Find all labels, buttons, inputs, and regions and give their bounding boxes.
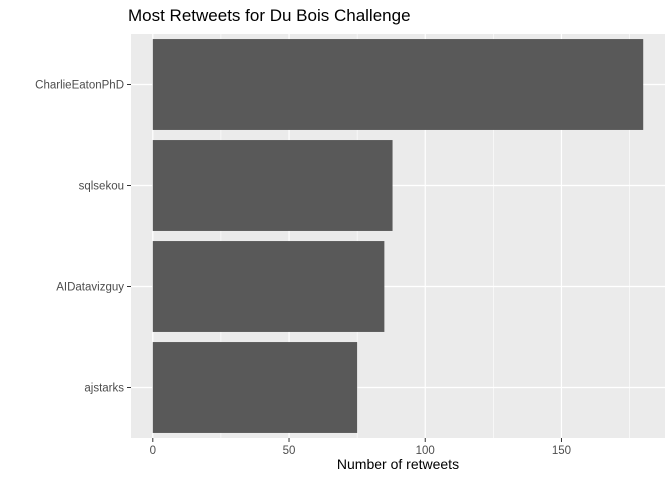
bars — [152, 39, 644, 433]
bar-AIDatavizguy — [152, 241, 385, 332]
x-axis-label: Number of retweets — [336, 456, 460, 472]
bar-ajstarks — [152, 342, 358, 433]
y-tick-label: ajstarks — [84, 383, 124, 395]
y-tick-label: CharlieEatonPhD — [35, 80, 124, 92]
y-tick-label: sqlsekou — [79, 181, 124, 193]
y-tick-label: AIDatavizguy — [56, 282, 124, 294]
x-axis: 0 50 100 150 — [150, 438, 571, 457]
chart-title: Most Retweets for Du Bois Challenge — [128, 6, 411, 25]
x-tick-label: 150 — [552, 445, 571, 457]
bar-CharlieEatonPhD — [152, 39, 644, 130]
y-axis: CharlieEatonPhD sqlsekou AIDatavizguy ajsta… — [35, 80, 131, 395]
x-tick-label: 50 — [283, 445, 296, 457]
bar-sqlsekou — [152, 140, 393, 231]
x-tick-label: 0 — [150, 445, 156, 457]
x-tick-label: 100 — [416, 445, 435, 457]
